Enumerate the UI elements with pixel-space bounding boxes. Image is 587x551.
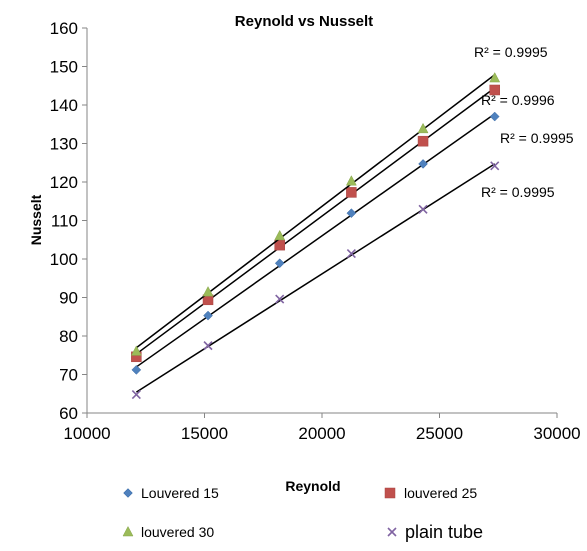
chart-title: Reynold vs Nusselt <box>235 13 373 30</box>
x-tick-label: 10000 <box>63 424 110 443</box>
data-point <box>345 175 357 186</box>
y-tick-label: 120 <box>50 173 78 192</box>
data-point <box>131 389 141 400</box>
y-tick-label: 130 <box>50 135 78 154</box>
x-marker-stroke <box>418 204 428 214</box>
r-squared-label: R² = 0.9995 <box>481 184 555 200</box>
x-marker-stroke <box>131 389 141 400</box>
data-point <box>203 310 213 321</box>
trendline <box>135 163 496 393</box>
legend-label: Louvered 15 <box>141 485 219 501</box>
r-squared-label: R² = 0.9995 <box>500 130 574 146</box>
x-tick-label: 20000 <box>298 424 345 443</box>
r-squared-label: R² = 0.9995 <box>474 44 548 60</box>
y-tick-label: 150 <box>50 58 78 77</box>
series-louvered-15: R² = 0.9995 <box>131 111 555 375</box>
x-marker-stroke <box>203 341 213 351</box>
x-marker-stroke <box>275 294 285 304</box>
data-point <box>489 72 501 83</box>
y-tick-label: 110 <box>51 212 78 231</box>
data-point <box>274 258 285 269</box>
x-tick-label: 25000 <box>416 424 463 443</box>
y-tick-label: 140 <box>50 96 78 115</box>
legend-label: louvered 30 <box>141 524 214 540</box>
plot-area: 60 70 80 90 100 110 120 130 140 150 160 10000 15000 2… <box>50 19 581 443</box>
legend-marker <box>387 527 397 537</box>
legend-marker <box>122 525 134 537</box>
data-point <box>418 204 428 214</box>
legend-item: louvered 30 <box>122 524 214 540</box>
data-point <box>130 345 142 356</box>
legend-item: louvered 25 <box>384 485 477 501</box>
r-squared-label: R² = 0.9996 <box>481 92 555 108</box>
x-marker-stroke <box>346 249 356 259</box>
x-tick-label: 15000 <box>181 424 228 443</box>
data-point <box>346 187 357 198</box>
y-tick-label: 100 <box>50 250 78 269</box>
y-tick-label: 60 <box>59 404 78 423</box>
legend-item: plain tube <box>387 522 483 542</box>
legend-label: plain tube <box>405 522 483 542</box>
legend-item: Louvered 15 <box>123 485 219 501</box>
series-plain-tube: R² = 0.9995 <box>131 130 574 400</box>
y-tick-label: 70 <box>59 366 78 385</box>
data-point <box>203 341 213 351</box>
x-tick-label: 30000 <box>533 424 580 443</box>
data-point <box>202 286 214 297</box>
data-point <box>275 294 285 304</box>
y-tick-label: 160 <box>50 19 78 38</box>
data-point <box>417 122 429 134</box>
data-point <box>417 135 429 147</box>
x-axis-label: Reynold <box>285 478 340 494</box>
x-marker-stroke <box>387 527 397 537</box>
legend: Louvered 15 louvered 25 louvered 30 plain t… <box>122 485 483 542</box>
data-point <box>274 229 286 241</box>
trendline <box>135 74 496 349</box>
series-louvered-30: R² = 0.9995 <box>130 44 548 356</box>
y-tick-label: 90 <box>59 289 78 308</box>
series-louvered-25: R² = 0.9996 <box>131 84 555 363</box>
data-point <box>490 161 500 171</box>
data-point <box>346 208 357 219</box>
x-marker-stroke <box>490 161 500 171</box>
y-tick-label: 80 <box>59 327 78 346</box>
data-point <box>346 249 356 259</box>
data-point <box>418 159 428 169</box>
data-point <box>489 111 500 122</box>
legend-marker <box>384 487 396 499</box>
trendline <box>135 113 496 368</box>
y-axis-label: Nusselt <box>28 194 44 245</box>
data-point <box>489 84 500 96</box>
legend-label: louvered 25 <box>404 485 477 501</box>
data-point <box>131 365 142 375</box>
legend-marker <box>123 488 133 498</box>
trendline <box>135 87 496 355</box>
